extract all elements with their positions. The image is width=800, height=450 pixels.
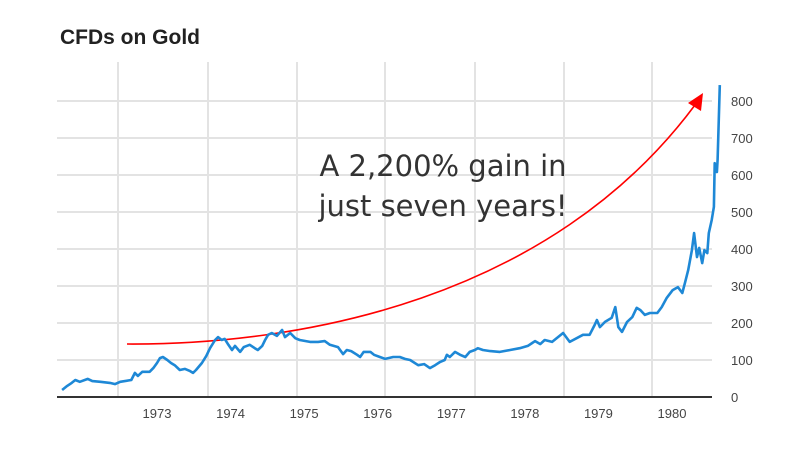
x-tick-label: 1980 [658, 406, 687, 421]
y-tick-label: 500 [731, 205, 753, 220]
annotation-arrowhead [688, 93, 703, 111]
y-tick-label: 700 [731, 131, 753, 146]
x-tick-label: 1973 [143, 406, 172, 421]
annotation-line-2: just seven years! [317, 189, 567, 223]
x-tick-label: 1979 [584, 406, 613, 421]
y-tick-label: 400 [731, 242, 753, 257]
x-tick-label: 1975 [290, 406, 319, 421]
x-tick-label: 1978 [510, 406, 539, 421]
y-tick-label: 600 [731, 168, 753, 183]
x-tick-label: 1974 [216, 406, 245, 421]
y-tick-label: 200 [731, 316, 753, 331]
series-line-gold [61, 85, 722, 392]
annotation-line-1: A 2,200% gain in [319, 149, 566, 183]
x-axis-ticks: 1973 1974 1975 1976 1977 1978 1979 1980 [143, 406, 687, 421]
chart-title: CFDs on Gold [60, 26, 200, 49]
y-tick-label: 0 [731, 390, 738, 405]
y-axis-ticks: 0 100 200 300 400 500 600 700 800 [731, 94, 753, 405]
annotation-arrow [126, 104, 696, 345]
x-tick-label: 1976 [363, 406, 392, 421]
y-tick-label: 800 [731, 94, 753, 109]
y-tick-label: 300 [731, 279, 753, 294]
y-tick-label: 100 [731, 353, 753, 368]
gridlines [57, 62, 712, 397]
x-tick-label: 1977 [437, 406, 466, 421]
